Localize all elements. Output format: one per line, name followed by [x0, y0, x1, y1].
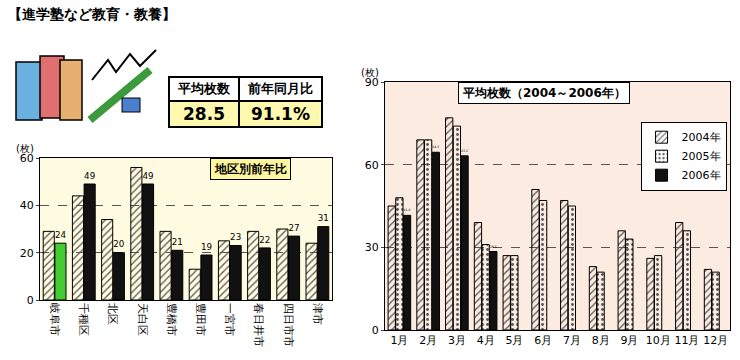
svg-text:10月: 10月 — [646, 334, 671, 347]
svg-text:平均枚数（2004～2006年）: 平均枚数（2004～2006年） — [462, 86, 626, 100]
svg-text:31: 31 — [318, 213, 329, 223]
svg-text:0: 0 — [27, 294, 34, 307]
svg-text:津市: 津市 — [311, 303, 324, 325]
svg-text:27: 27 — [288, 223, 299, 233]
svg-text:30: 30 — [365, 241, 379, 254]
svg-text:11月: 11月 — [674, 334, 699, 347]
svg-text:8月: 8月 — [592, 334, 610, 347]
svg-text:64.5: 64.5 — [432, 145, 439, 149]
svg-text:60: 60 — [365, 159, 379, 172]
svg-text:春日井市: 春日井市 — [252, 303, 265, 347]
svg-text:天白区: 天白区 — [136, 303, 149, 336]
svg-text:12月: 12月 — [703, 334, 728, 347]
svg-text:2004年: 2004年 — [682, 131, 721, 144]
svg-text:(枚): (枚) — [16, 143, 34, 154]
svg-text:岐阜市: 岐阜市 — [48, 303, 61, 336]
svg-text:9月: 9月 — [620, 334, 638, 347]
svg-text:28.5: 28.5 — [490, 245, 497, 249]
svg-text:22: 22 — [259, 235, 270, 245]
svg-text:豊橋市: 豊橋市 — [165, 303, 178, 336]
html-text:28.5: 28.5 — [183, 104, 225, 124]
svg-text:5月: 5月 — [505, 334, 523, 347]
svg-text:23: 23 — [230, 232, 241, 242]
html-text:前年同月比: 前年同月比 — [248, 81, 313, 96]
svg-text:北区: 北区 — [106, 303, 119, 325]
svg-text:2006年: 2006年 — [682, 169, 721, 182]
svg-text:41.6: 41.6 — [403, 208, 410, 212]
svg-text:21: 21 — [172, 237, 183, 247]
svg-text:千種区: 千種区 — [77, 303, 90, 336]
svg-text:90: 90 — [365, 76, 379, 89]
svg-text:60: 60 — [20, 152, 34, 165]
svg-text:49: 49 — [142, 171, 153, 181]
svg-text:24: 24 — [55, 230, 67, 240]
svg-text:(枚): (枚) — [361, 67, 379, 78]
svg-text:4月: 4月 — [477, 334, 495, 347]
svg-text:7月: 7月 — [563, 334, 581, 347]
svg-text:49: 49 — [84, 171, 95, 181]
svg-text:20: 20 — [113, 239, 124, 249]
svg-text:0: 0 — [372, 324, 379, 337]
svg-text:1月: 1月 — [390, 334, 408, 347]
svg-text:四日市市: 四日市市 — [282, 303, 295, 347]
svg-text:2月: 2月 — [419, 334, 437, 347]
svg-text:豊田市: 豊田市 — [194, 303, 207, 336]
svg-text:一宮市: 一宮市 — [223, 303, 236, 336]
svg-text:63.2: 63.2 — [461, 149, 468, 153]
html-text:91.1%: 91.1% — [251, 104, 310, 124]
svg-text:19: 19 — [201, 242, 212, 252]
svg-text:地区別前年比: 地区別前年比 — [214, 162, 287, 176]
svg-text:40: 40 — [20, 199, 34, 212]
svg-text:6月: 6月 — [534, 334, 552, 347]
svg-text:2005年: 2005年 — [682, 150, 721, 163]
svg-text:3月: 3月 — [448, 334, 466, 347]
html-text:【進学塾など教育・教養】: 【進学塾など教育・教養】 — [8, 6, 176, 22]
html-text:平均枚数: 平均枚数 — [178, 81, 230, 96]
svg-text:20: 20 — [20, 247, 34, 260]
